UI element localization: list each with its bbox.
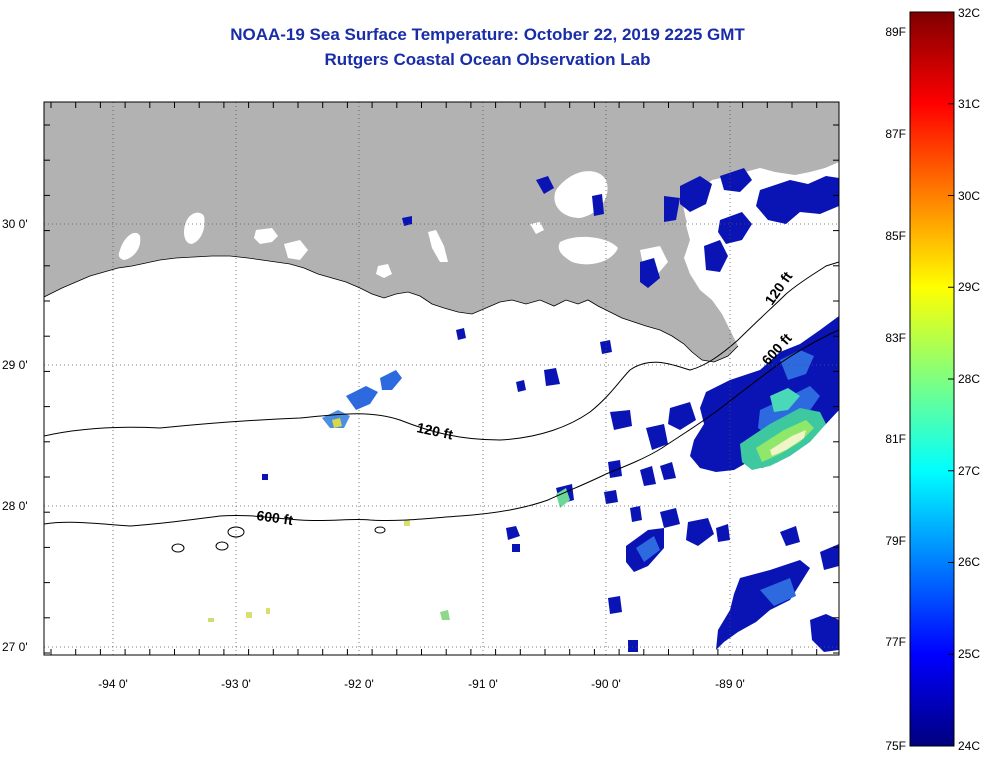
colorbar-label-29c: 29C: [958, 280, 980, 294]
lat-label-29: 29 0': [2, 358, 28, 372]
lat-label-30: 30 0': [2, 217, 28, 231]
map-frame: [43, 101, 840, 656]
colorbar-label-28c: 28C: [958, 372, 980, 386]
colorbar-label-32c: 32C: [958, 6, 980, 20]
lon-label-91: -91 0': [468, 677, 498, 691]
map-subtitle: Rutgers Coastal Ocean Observation Lab: [324, 50, 651, 69]
contour-label-120-west: 120 ft: [415, 419, 454, 442]
colorbar-label-24c: 24C: [958, 739, 980, 753]
colorbar-label-85f: 85F: [885, 229, 906, 243]
contour-label-600-west: 600 ft: [256, 507, 295, 528]
lon-label-94: -94 0': [98, 677, 128, 691]
colorbar-label-89f: 89F: [885, 25, 906, 39]
colorbar-label-27c: 27C: [958, 464, 980, 478]
colorbar-label-31c: 31C: [958, 97, 980, 111]
colorbar-label-25c: 25C: [958, 647, 980, 661]
colorbar-label-30c: 30C: [958, 189, 980, 203]
lon-label-92: -92 0': [344, 677, 374, 691]
colorbar-label-26c: 26C: [958, 555, 980, 569]
lon-label-93: -93 0': [221, 677, 251, 691]
lat-label-28: 28 0': [2, 499, 28, 513]
land-area: [44, 102, 839, 362]
colorbar-label-75f: 75F: [885, 739, 906, 753]
colorbar-label-81f: 81F: [885, 432, 906, 446]
lon-label-90: -90 0': [591, 677, 621, 691]
graticule: [44, 102, 839, 655]
map-title: NOAA-19 Sea Surface Temperature: October…: [230, 25, 745, 44]
colorbar: [909, 11, 955, 747]
colorbar-label-77f: 77F: [885, 635, 906, 649]
lat-label-27: 27 0': [2, 640, 28, 654]
colorbar-label-83f: 83F: [885, 331, 906, 345]
colorbar-label-87f: 87F: [885, 127, 906, 141]
colorbar-label-79f: 79F: [885, 534, 906, 548]
sst-pixels: [208, 168, 839, 652]
lon-label-89: -89 0': [715, 677, 745, 691]
